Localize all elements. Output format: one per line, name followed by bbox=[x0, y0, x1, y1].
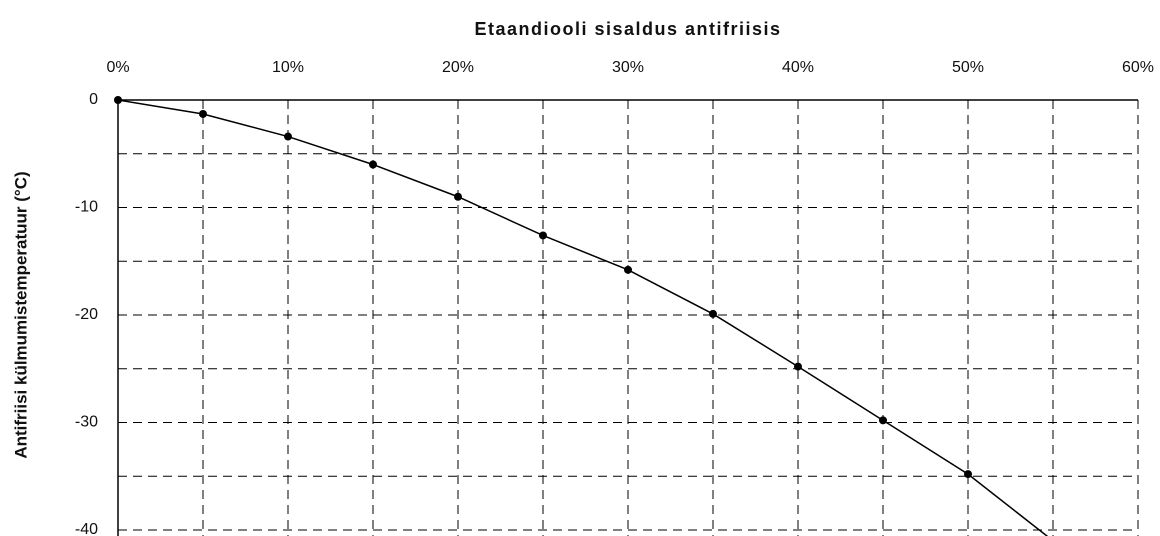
data-point bbox=[199, 109, 207, 118]
data-point bbox=[284, 132, 292, 141]
x-tick-label: 50% bbox=[952, 59, 984, 76]
data-point bbox=[369, 160, 377, 169]
data-point bbox=[879, 416, 887, 425]
data-point bbox=[964, 470, 972, 479]
data-point bbox=[709, 309, 717, 318]
x-tick-label: 20% bbox=[442, 59, 474, 76]
plot-area bbox=[114, 96, 1049, 536]
x-tick-label: 30% bbox=[612, 59, 644, 76]
data-line bbox=[117, 99, 1049, 536]
x-tick-label: 10% bbox=[272, 59, 304, 76]
data-point bbox=[794, 362, 802, 371]
y-tick-label: -30 bbox=[75, 414, 98, 431]
x-tick-label: 0% bbox=[106, 59, 129, 76]
x-tick-label: 40% bbox=[782, 59, 814, 76]
y-tick-label: -40 bbox=[75, 521, 98, 536]
x-axis-label: Etaandiooli sisaldus antifriisis bbox=[474, 19, 781, 39]
data-point bbox=[114, 96, 122, 104]
data-point bbox=[624, 265, 632, 274]
y-tick-label: 0 bbox=[89, 91, 98, 108]
y-tick-label: -20 bbox=[75, 306, 98, 323]
x-tick-label: 60% bbox=[1122, 59, 1154, 76]
y-tick-label: -10 bbox=[75, 199, 98, 216]
data-point bbox=[539, 231, 547, 240]
y-axis-label: Antifriisi külmumistemperatuur (°C) bbox=[11, 171, 30, 458]
data-point bbox=[454, 192, 462, 201]
